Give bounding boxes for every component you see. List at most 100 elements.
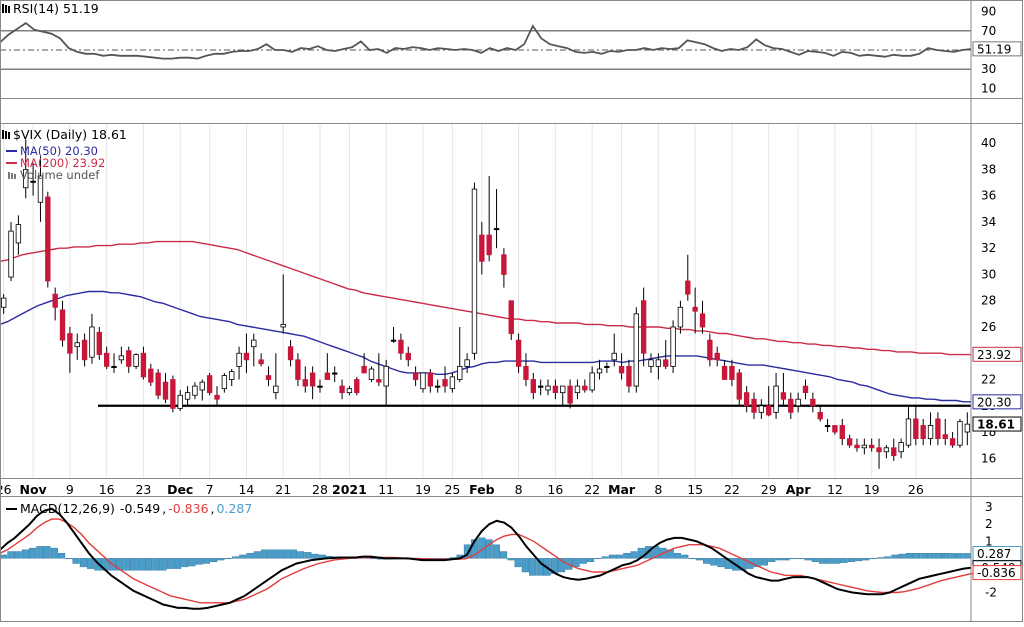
candle-5 — [37, 175, 44, 203]
candle-119 — [876, 447, 882, 453]
macd-hist-35 — [253, 551, 261, 559]
candle-67 — [493, 228, 500, 231]
macd-hist-79 — [572, 558, 580, 568]
macd-hist-28 — [202, 558, 211, 564]
macd-hist-113 — [818, 558, 826, 564]
x-tick-8: 21 — [275, 482, 291, 497]
candle-73 — [537, 385, 544, 388]
price-icon-bar-2 — [8, 132, 10, 139]
candle-16 — [118, 355, 125, 361]
macd-hist-108 — [782, 558, 790, 561]
candle-64 — [471, 188, 478, 354]
macd-hist-114 — [826, 558, 834, 564]
candle-114 — [839, 425, 845, 440]
candle-55 — [405, 352, 411, 361]
macd-hist-27 — [195, 558, 203, 565]
macd-hist-77 — [558, 558, 566, 573]
candle-100 — [736, 372, 742, 400]
candle-120 — [883, 447, 890, 453]
candle-76 — [560, 385, 566, 394]
rsi-icon-bar-2 — [8, 6, 10, 13]
x-tick-3: 16 — [99, 482, 115, 497]
macd-hist-124 — [898, 553, 906, 559]
rsi-last-box — [972, 41, 1022, 57]
candle-111 — [817, 411, 823, 420]
x-tick-13: 25 — [444, 482, 460, 497]
macd-hist-82 — [594, 558, 602, 560]
macd-hist-3 — [21, 549, 29, 559]
candle-9 — [67, 333, 73, 354]
rsi-last-label: 51.19 — [977, 42, 1011, 56]
price-tick-2: 36 — [981, 189, 996, 203]
candle-53 — [390, 339, 397, 342]
candle-3 — [23, 168, 29, 189]
candle-47 — [346, 388, 353, 394]
macd-hist-99 — [717, 558, 725, 568]
macd-hist-131 — [949, 553, 957, 559]
x-tick-20: 15 — [687, 482, 703, 497]
macd-hist-93 — [674, 553, 682, 559]
macd-hist-100 — [724, 558, 732, 569]
macd-hist-97 — [702, 558, 711, 564]
price-tick-6: 28 — [981, 294, 996, 308]
macd-hist-25 — [181, 558, 189, 568]
candle-78 — [574, 385, 581, 394]
rsi-icon-bar-0 — [2, 4, 4, 13]
candle-74 — [545, 385, 551, 391]
close-last-box — [972, 416, 1022, 432]
macd-hist-4 — [29, 547, 37, 559]
macd-hist-23 — [166, 558, 174, 569]
legend-volume-bar-1 — [11, 173, 13, 179]
candle-88 — [648, 359, 654, 367]
candle-20 — [148, 368, 154, 383]
price-title: $VIX (Daily) 18.61 — [13, 127, 127, 142]
candle-96 — [707, 339, 713, 361]
macd-hist-29 — [210, 558, 218, 562]
macd-hist-value: 0.287 — [217, 501, 253, 516]
x-tick-9: 28 — [312, 482, 328, 497]
candle-70 — [515, 339, 522, 367]
macd-hist-132 — [956, 553, 964, 559]
candle-35 — [258, 359, 264, 365]
macd-hist-12 — [87, 558, 95, 569]
ma200-last-box — [972, 346, 1022, 362]
x-axis: 26 Nov 9 16 23 Dec 7 14 21 28 2021 11 19 25 Feb 8 16 22 Ma… — [0, 482, 924, 497]
candle-48 — [354, 379, 360, 394]
candle-4 — [30, 180, 36, 183]
x-tick-25: 19 — [864, 482, 880, 497]
macd-hist-39 — [282, 549, 290, 559]
candle-131 — [964, 423, 971, 433]
macd-hist-67 — [485, 539, 493, 559]
macd-hist-68 — [492, 544, 500, 559]
candle-11 — [81, 339, 88, 361]
candle-72 — [530, 379, 536, 394]
x-tick-11: 11 — [378, 482, 394, 497]
macd-hist-2 — [14, 551, 22, 559]
macd-tick-1: 2 — [985, 517, 993, 531]
candle-95 — [699, 313, 706, 328]
candle-94 — [692, 306, 698, 312]
candle-75 — [552, 385, 559, 394]
candle-128 — [942, 434, 948, 440]
macd-hist-95 — [688, 558, 696, 560]
candle-110 — [810, 398, 816, 407]
macd-hist-33 — [239, 554, 247, 559]
close-last-label: 18.61 — [977, 418, 1015, 432]
candle-14 — [103, 352, 110, 367]
candle-122 — [898, 442, 904, 453]
macd-hist-10 — [72, 558, 80, 564]
macd-hist-104 — [753, 558, 761, 568]
macd-hist-87 — [630, 551, 638, 559]
candle-52 — [383, 365, 389, 387]
candle-85 — [626, 365, 632, 387]
rsi-tick-4: 10 — [981, 81, 996, 95]
macd-tick-5: -2 — [985, 586, 997, 600]
candle-93 — [685, 280, 691, 295]
macd-hist-70 — [507, 558, 515, 561]
ma200-line — [0, 240, 971, 356]
candle-50 — [368, 368, 375, 380]
macd-hist-41 — [297, 551, 305, 559]
macd-hist-38 — [275, 549, 283, 559]
